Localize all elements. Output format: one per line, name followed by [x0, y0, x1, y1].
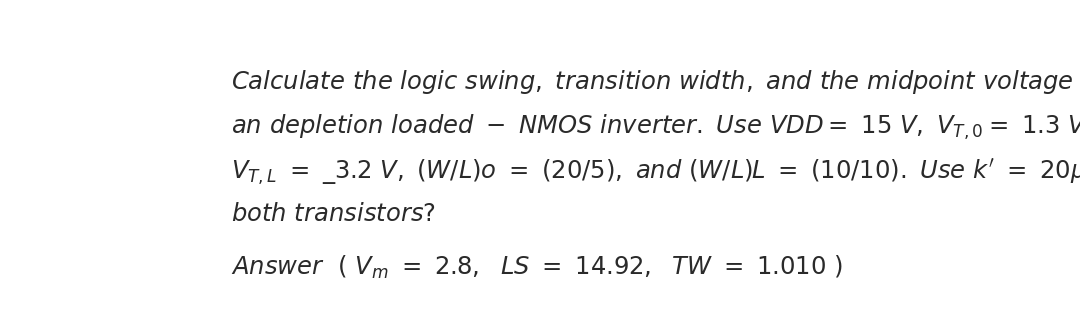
Text: $\it{both\ transistors?}$: $\it{both\ transistors?}$	[231, 204, 436, 226]
Text: $\it{Answer\ \ (\ V_m\ =\ 2.8,\ \ LS\ =\ 14.92,\ \ TW\ =\ 1.010\ )}$: $\it{Answer\ \ (\ V_m\ =\ 2.8,\ \ LS\ =\…	[231, 254, 843, 281]
Text: $\it{Calculate\ the\ logic\ swing,\ transition\ width,\ and\ the\ midpoint\ volt: $\it{Calculate\ the\ logic\ swing,\ tran…	[231, 67, 1080, 95]
Text: $\it{an\ depletion\ loaded\ -\ NMOS\ inverter.\ Use\ VDD=\ 15\ V,\ V_{T,0}=\ 1.3: $\it{an\ depletion\ loaded\ -\ NMOS\ inv…	[231, 113, 1080, 142]
Text: $\it{V_{T,L}\ =\ \_3.2\ V,\ (W/L)o\ =\ (20/5),\ and\ (W/L)L\ =\ (10/10).\ Use\ k: $\it{V_{T,L}\ =\ \_3.2\ V,\ (W/L)o\ =\ (…	[231, 158, 1080, 188]
